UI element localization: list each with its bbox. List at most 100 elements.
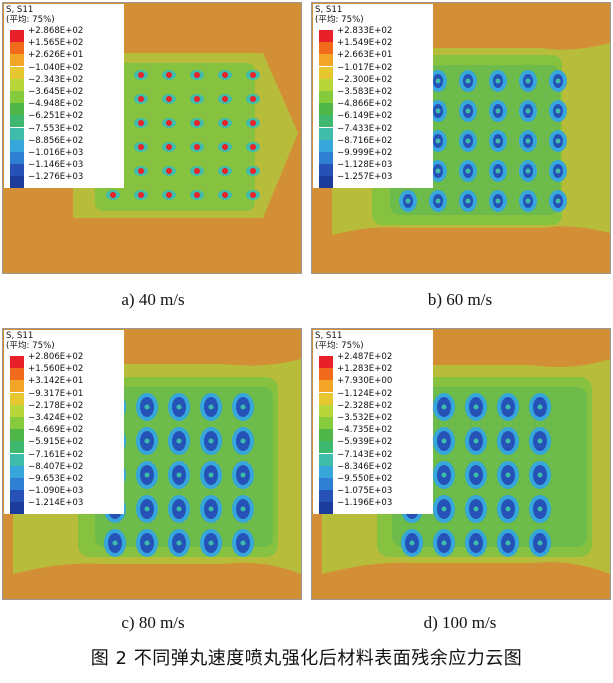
stress-peak — [250, 192, 256, 198]
stress-peak — [194, 72, 200, 78]
stress-center — [537, 540, 543, 546]
stress-center — [435, 78, 441, 84]
legend-swatch — [319, 127, 333, 140]
legend-swatch — [10, 176, 24, 189]
stress-peak — [250, 120, 256, 126]
stress-center — [473, 404, 479, 410]
legend-variable-label: S, S11 — [6, 331, 34, 341]
stress-center — [525, 168, 531, 174]
stress-center — [505, 438, 511, 444]
legend-swatch — [10, 502, 24, 515]
stress-center — [240, 472, 246, 478]
stress-peak — [250, 96, 256, 102]
stress-center — [112, 540, 118, 546]
stress-center — [435, 168, 441, 174]
legend-tick-label: −4.948E+02 — [28, 99, 84, 110]
legend-tick-label: −5.939E+02 — [337, 437, 393, 448]
legend-scale: +2.806E+02 +1.560E+02 +3.142E+01 −9.317E+01… — [4, 352, 124, 515]
legend-swatch — [10, 30, 24, 42]
legend-swatch — [319, 91, 333, 103]
legend-swatch — [10, 103, 24, 116]
caption-d: d) 100 m/s — [423, 613, 497, 632]
legend-tick-label: −7.433E+02 — [337, 123, 393, 134]
stress-center — [537, 404, 543, 410]
stress-center — [555, 198, 561, 204]
legend-tick-label: +2.626E+01 — [28, 50, 84, 61]
legend-tick-label: +1.283E+02 — [337, 364, 393, 375]
legend-variable-label: S, S11 — [315, 331, 343, 341]
stress-peak — [138, 168, 144, 174]
stress-center — [144, 506, 150, 512]
contour-plot-a — [2, 2, 302, 274]
legend-tick-label: +1.560E+02 — [28, 364, 84, 375]
legend-swatch — [319, 42, 333, 55]
stress-peak — [166, 120, 172, 126]
legend-tick-label: +2.868E+02 — [28, 26, 84, 36]
legend-tick-label: −1.128E+03 — [337, 160, 393, 171]
legend-tick-label: −1.017E+02 — [337, 62, 393, 73]
stress-peak — [222, 120, 228, 126]
stress-center — [435, 138, 441, 144]
legend-swatch — [319, 392, 333, 405]
legend-swatch — [10, 139, 24, 152]
legend-swatch — [319, 54, 333, 67]
stress-center — [525, 138, 531, 144]
stress-center — [405, 198, 411, 204]
stress-peak — [222, 192, 228, 198]
legend-tick-label: −3.532E+02 — [337, 413, 393, 423]
stress-center — [537, 438, 543, 444]
stress-center — [240, 404, 246, 410]
legend-variable-label: S, S11 — [315, 5, 343, 15]
stress-center — [473, 540, 479, 546]
legend-swatch — [10, 404, 24, 417]
legend-tick-label: −8.346E+02 — [337, 461, 393, 472]
stress-center — [435, 198, 441, 204]
stress-center — [208, 404, 214, 410]
legend-tick-label: −6.251E+02 — [28, 111, 84, 122]
stress-peak — [110, 192, 116, 198]
stress-center — [465, 138, 471, 144]
legend-swatch — [319, 465, 333, 478]
stress-center — [525, 198, 531, 204]
legend-tick-label: −1.075E+03 — [337, 486, 393, 497]
legend-swatch — [10, 478, 24, 490]
legend-b: S, S11 (平均: 75%) +2.833E+02 +1.549E+02 +2.… — [313, 4, 433, 189]
stress-peak — [194, 96, 200, 102]
legend-tick-label: −1.146E+03 — [28, 160, 84, 171]
stress-center — [409, 540, 415, 546]
legend-swatch — [319, 103, 333, 116]
legend-tick-label: −1.016E+03 — [28, 148, 84, 158]
stress-center — [537, 506, 543, 512]
legend-tick-label: −5.915E+02 — [28, 437, 84, 448]
figure-caption: 图 2 不同弹丸速度喷丸强化后材料表面残余应力云图 — [90, 648, 523, 669]
legend-tick-label: −2.343E+02 — [28, 74, 84, 85]
stress-center — [473, 506, 479, 512]
legend-tick-label: −9.653E+02 — [28, 474, 84, 484]
legend-averaging-label: (平均: 75%) — [6, 341, 55, 351]
caption-c: c) 80 m/s — [121, 613, 185, 632]
legend-swatch — [10, 127, 24, 140]
legend-tick-label: −6.149E+02 — [337, 111, 393, 122]
legend-tick-label: −1.276E+03 — [28, 172, 84, 183]
stress-center — [525, 78, 531, 84]
legend-swatch — [10, 465, 24, 478]
stress-center — [240, 506, 246, 512]
stress-center — [473, 472, 479, 478]
legend-tick-label: −2.300E+02 — [337, 74, 393, 85]
stress-center — [144, 540, 150, 546]
stress-peak — [250, 168, 256, 174]
legend-swatch — [319, 380, 333, 393]
stress-center — [240, 438, 246, 444]
stress-peak — [194, 120, 200, 126]
stress-center — [144, 438, 150, 444]
stress-center — [240, 540, 246, 546]
legend-swatch — [10, 164, 24, 177]
stress-center — [144, 472, 150, 478]
stress-center — [505, 404, 511, 410]
legend-swatch — [319, 139, 333, 152]
legend-swatch — [319, 115, 333, 128]
legend-tick-label: −7.143E+02 — [337, 449, 393, 460]
stress-peak — [222, 96, 228, 102]
stress-center — [505, 540, 511, 546]
legend-scale: +2.487E+02 +1.283E+02 +7.930E+00 −1.124E+02… — [313, 352, 433, 515]
